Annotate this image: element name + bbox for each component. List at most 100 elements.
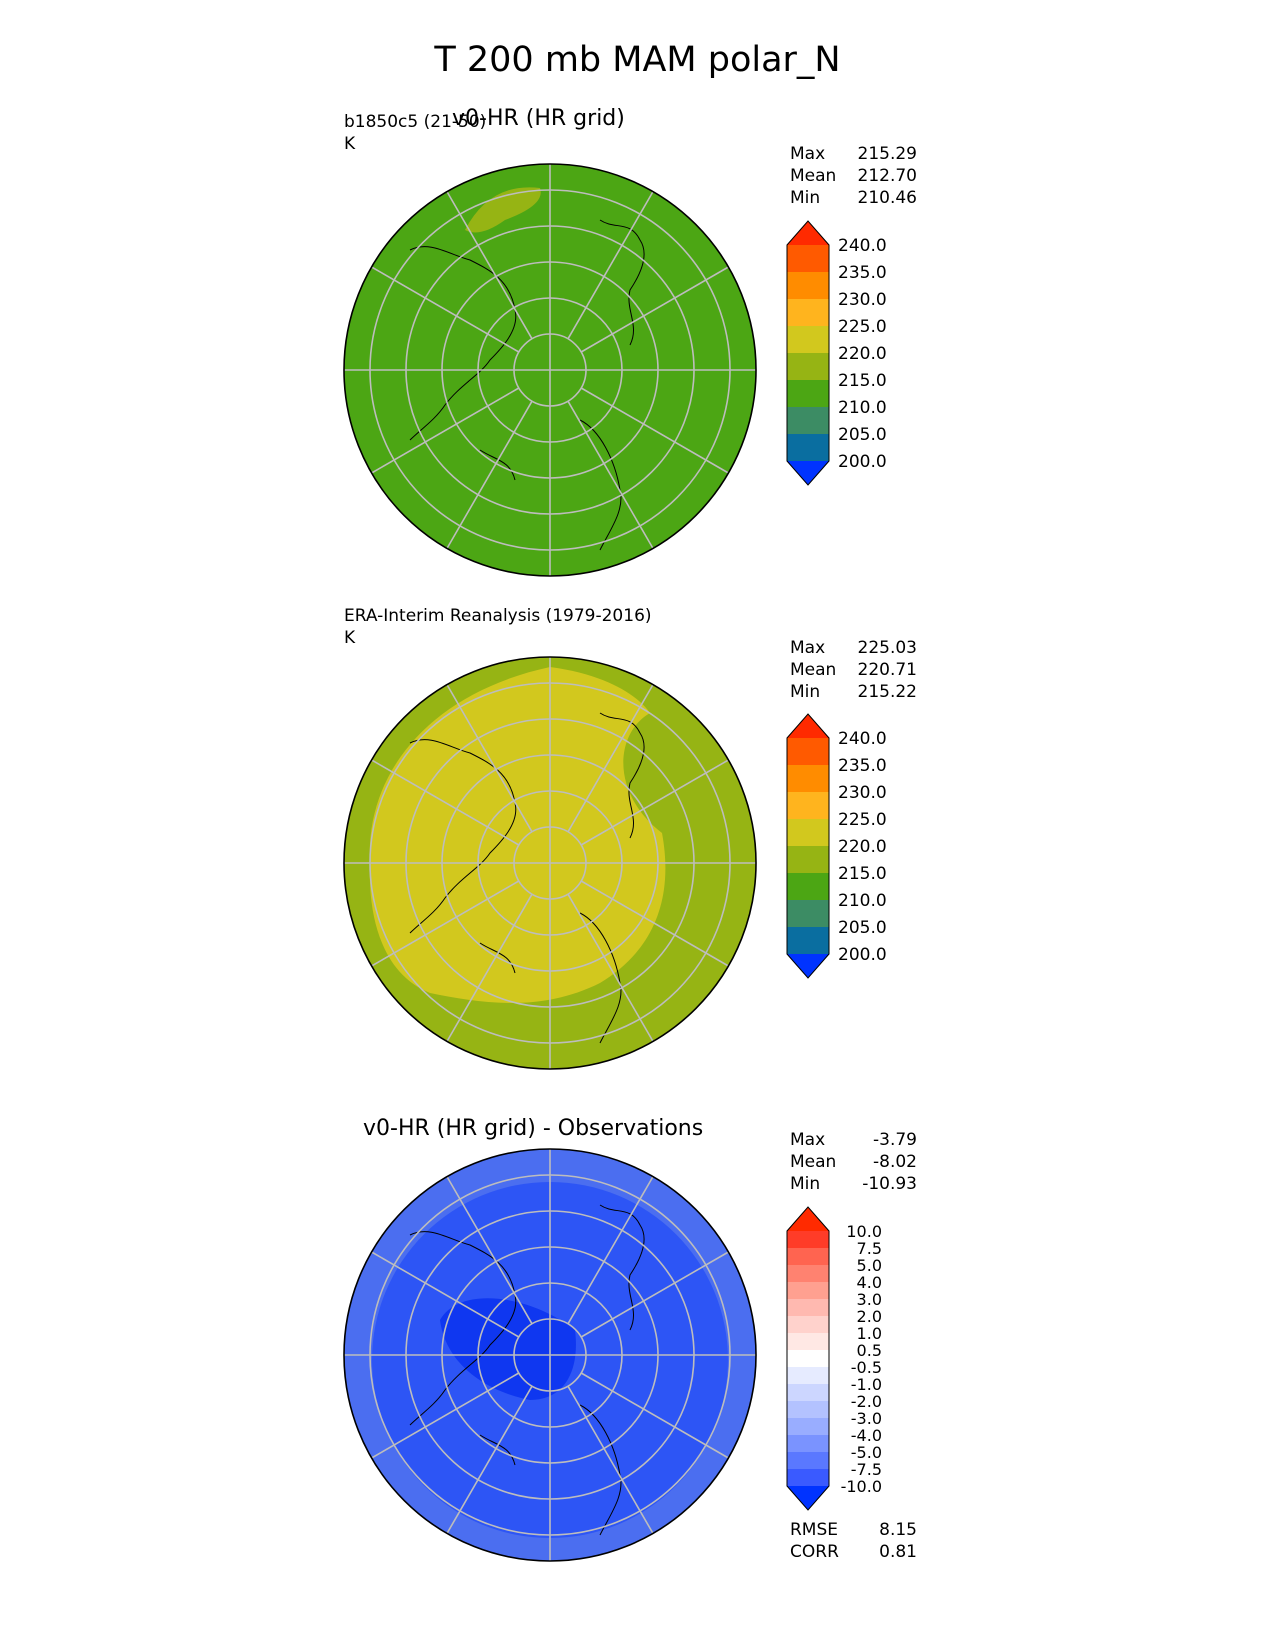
stat-value: -10.93	[862, 1174, 917, 1194]
colorbar-tick-label: 3.0	[857, 1290, 882, 1309]
colorbar-svg: 240.0 235.0 230.0 225.0 220.0 215.0 210.0 205.0…	[786, 220, 887, 486]
colorbar-band	[787, 1469, 829, 1486]
colorbar-band	[787, 1299, 829, 1316]
panel-1-colorbar: 240.0 235.0 230.0 225.0 220.0 215.0 210.0 205.0…	[786, 220, 916, 490]
polar-map-svg	[343, 1148, 757, 1562]
stat-value: 220.71	[857, 660, 917, 680]
colorbar-tick-label: 230.0	[838, 290, 887, 310]
meridian-line	[446, 191, 533, 340]
colorbar-over-arrow	[787, 714, 829, 738]
colorbar-under-arrow	[787, 461, 829, 485]
colorbar-tick-label: -10.0	[841, 1477, 882, 1496]
polar-map-svg	[343, 656, 757, 1070]
meridian-line	[567, 191, 654, 340]
colorbar-tick-label: -5.0	[851, 1443, 882, 1462]
stat-name: Max	[790, 1130, 826, 1150]
coastline	[479, 1434, 516, 1466]
meridian-line	[371, 1372, 520, 1459]
colorbar-band	[787, 1231, 829, 1248]
meridian-line	[371, 387, 520, 474]
stat-value: 212.70	[857, 166, 917, 186]
meridian-line	[371, 266, 520, 353]
colorbar-band	[787, 272, 829, 299]
panel-1-units: K	[344, 134, 356, 154]
panel-2-polar-map	[340, 653, 760, 1073]
meridian-line	[371, 880, 520, 967]
colorbar-tick-label: 200.0	[838, 945, 887, 965]
meridian-line	[580, 1251, 729, 1338]
colorbar-tick-label: 205.0	[838, 918, 887, 938]
stat-value: 210.46	[857, 188, 917, 208]
stat-name: Min	[790, 682, 821, 702]
colorbar-band	[787, 1384, 829, 1401]
colorbar-band	[787, 1401, 829, 1418]
colorbar-band	[787, 846, 829, 873]
colorbar-band	[787, 873, 829, 900]
meridian-line	[446, 400, 533, 549]
map-field	[344, 1149, 756, 1561]
map-boundary	[343, 163, 757, 577]
meridian-line	[580, 1372, 729, 1459]
metric-name: RMSE	[790, 1520, 839, 1540]
colorbar-tick-label: 215.0	[838, 371, 887, 391]
stat-value: 215.29	[857, 144, 917, 164]
colorbar-tick-label: 10.0	[846, 1222, 882, 1241]
colorbar-tick-label: 210.0	[838, 398, 887, 418]
colorbar-tick-label: 1.0	[857, 1324, 882, 1343]
coastline	[409, 246, 517, 441]
colorbar-tick-label: 235.0	[838, 263, 887, 283]
colorbar-band	[787, 1248, 829, 1265]
coastline	[479, 942, 516, 974]
colorbar-tick-label: -4.0	[851, 1426, 882, 1445]
colorbar-band	[787, 353, 829, 380]
meridian-line	[446, 684, 533, 833]
meridian-line	[580, 266, 729, 353]
panel-3-colorbar: 10.0 7.5 5.0 4.0 3.0 2.0 1.0 0.5 -0.5 -1.0 -2.0 -3.…	[786, 1206, 916, 1515]
colorbar-band	[787, 738, 829, 765]
stat-name: Mean	[790, 1152, 837, 1172]
colorbar-tick-label: 7.5	[857, 1239, 882, 1258]
stat-value: -8.02	[873, 1152, 917, 1172]
panel-2-left-label: ERA-Interim Reanalysis (1979-2016)	[344, 606, 652, 626]
stat-value: -3.79	[873, 1130, 917, 1150]
panel-3-polar-map	[340, 1145, 760, 1565]
panel-1-polar-map	[340, 160, 760, 580]
colorbar-tick-label: 220.0	[838, 837, 887, 857]
meridian-line	[580, 387, 729, 474]
map-field	[344, 657, 756, 1069]
colorbar-tick-label: 230.0	[838, 783, 887, 803]
colorbar-band	[787, 765, 829, 792]
colorbar-tick-label: 5.0	[857, 1256, 882, 1275]
colorbar-tick-label: -3.0	[851, 1409, 882, 1428]
colorbar-svg: 10.07.55.04.03.02.01.00.5-0.5-1.0-2.0-3.…	[786, 1206, 882, 1511]
meridian-line	[446, 1385, 533, 1534]
warm-patch	[465, 187, 541, 233]
metric-name: CORR	[790, 1542, 839, 1562]
colorbar-tick-label: 240.0	[838, 729, 887, 749]
colorbar-tick-label: 225.0	[838, 810, 887, 830]
field-inner	[369, 667, 666, 1003]
colorbar-tick-label: 235.0	[838, 756, 887, 776]
stat-value: 225.03	[857, 638, 917, 658]
meridian-line	[371, 1251, 520, 1338]
coastline	[409, 1231, 517, 1426]
meridian-line	[567, 893, 654, 1042]
colorbar-tick-label: 0.5	[857, 1341, 882, 1360]
map-boundary	[343, 656, 757, 1070]
colorbar-tick-label: 200.0	[838, 452, 887, 472]
meridian-line	[567, 400, 654, 549]
meridian-line	[446, 1176, 533, 1325]
colorbar-tick-label: 225.0	[838, 317, 887, 337]
map-field	[344, 164, 756, 576]
colorbar-band	[787, 380, 829, 407]
colorbar-band	[787, 407, 829, 434]
metric-value: 0.81	[879, 1542, 917, 1562]
stat-name: Mean	[790, 660, 837, 680]
panel-1-title: v0-HR (HR grid)	[452, 106, 625, 131]
colorbar-over-arrow	[787, 221, 829, 245]
colorbar-band	[787, 245, 829, 272]
meridian-line	[371, 759, 520, 846]
coastline	[599, 712, 645, 839]
colorbar-tick-label: 210.0	[838, 891, 887, 911]
